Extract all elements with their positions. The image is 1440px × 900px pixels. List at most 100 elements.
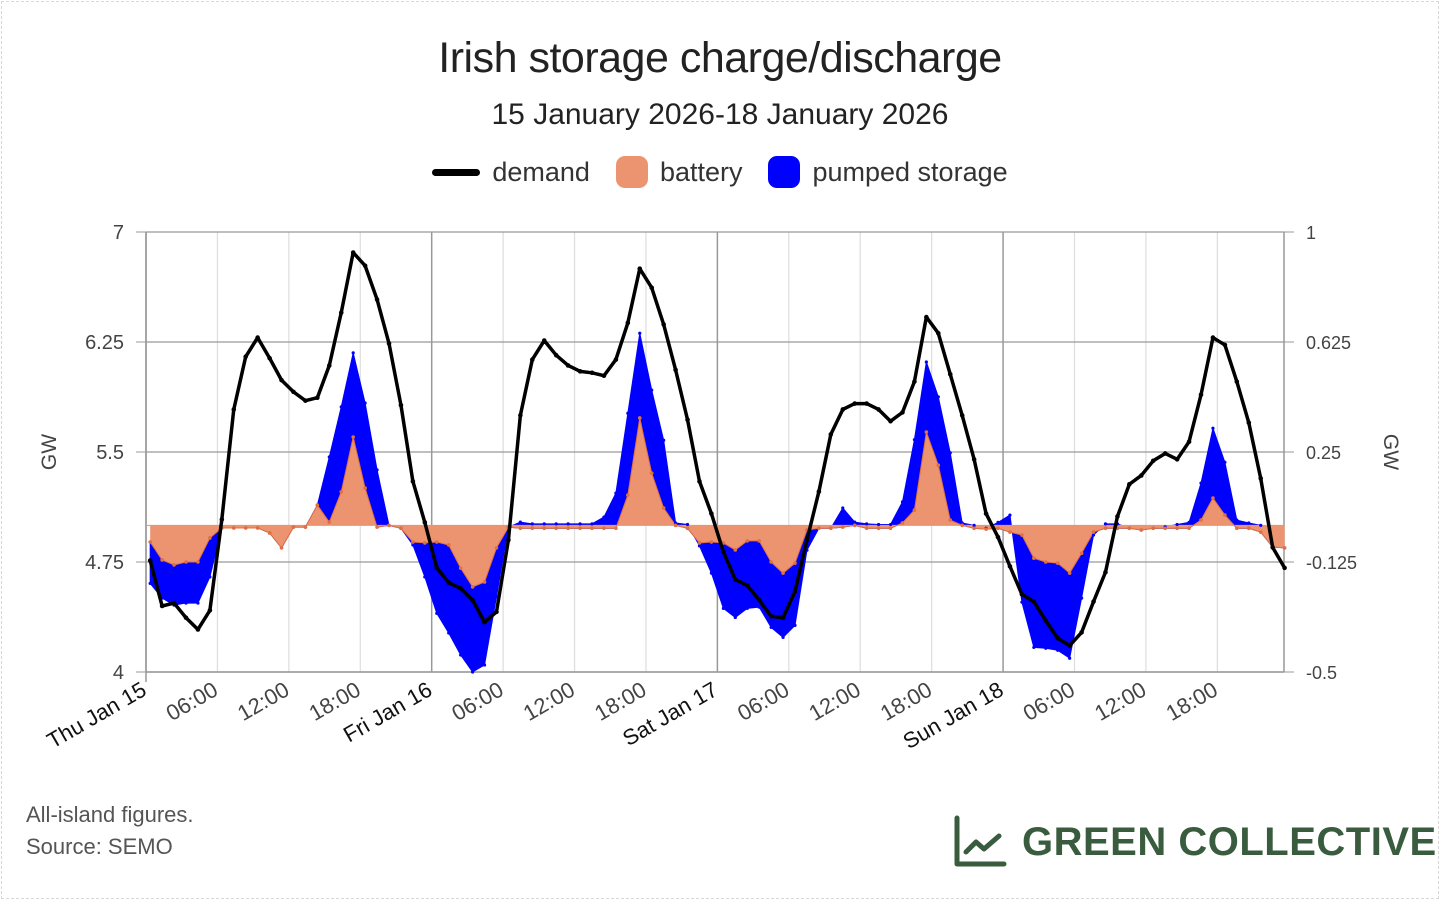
x-tick-label: 06:00 (1019, 677, 1079, 726)
legend-item-pumped-storage[interactable]: pumped storage (768, 156, 1008, 188)
battery-point (327, 520, 332, 524)
battery-point (781, 571, 785, 575)
pumped-storage-point (208, 575, 212, 579)
battery-point (434, 540, 439, 544)
pumped-storage-point (1079, 596, 1084, 600)
pumped-storage-point (936, 395, 940, 399)
demand-point (398, 402, 404, 408)
demand-point (553, 352, 559, 358)
battery-point (840, 525, 845, 529)
battery-point (1008, 530, 1012, 534)
demand-point (804, 537, 810, 543)
demand-point (374, 297, 380, 302)
demand-point (613, 357, 619, 362)
battery-point (912, 508, 917, 512)
demand-point (959, 413, 965, 418)
demand-point (852, 401, 858, 406)
battery-point (948, 518, 953, 522)
battery-point (793, 561, 797, 565)
battery-point (1151, 526, 1156, 531)
x-tick-label: 12:00 (805, 677, 865, 726)
demand-point (828, 432, 834, 437)
pumped-storage-point (1223, 460, 1227, 464)
demand-point (529, 357, 535, 362)
pumped-storage-point (697, 544, 702, 548)
battery-point (578, 526, 582, 531)
demand-point (661, 322, 666, 327)
demand-point (768, 613, 774, 619)
demand-point (1186, 439, 1192, 445)
demand-point (971, 457, 977, 462)
battery-point (267, 531, 272, 535)
demand-point (792, 589, 798, 594)
pumped-storage-point (1235, 518, 1239, 522)
left-y-tick-label: 7 (113, 222, 124, 244)
legend-item-demand[interactable]: demand (432, 156, 590, 188)
battery-point (769, 560, 773, 564)
demand-point (159, 603, 165, 609)
demand-point (338, 310, 344, 315)
x-tick-label: 12:00 (519, 677, 579, 726)
legend-swatch-pumped-storage (768, 156, 801, 188)
battery-point (1139, 528, 1144, 532)
demand-point (470, 597, 475, 603)
battery-point (996, 526, 1000, 531)
pumped-storage-point (375, 468, 379, 472)
battery-point (243, 526, 248, 530)
battery-point (291, 525, 296, 529)
demand-point (1174, 457, 1180, 462)
battery-line (149, 417, 1285, 588)
demand-point (649, 285, 655, 291)
legend-label: demand (492, 156, 590, 187)
pumped-storage-point (733, 615, 737, 620)
battery-point (1103, 526, 1108, 531)
chart-title: Irish storage charge/discharge (438, 34, 1002, 82)
demand-point (840, 407, 846, 412)
demand-point (195, 627, 201, 632)
battery-point (972, 526, 976, 531)
battery-point (554, 526, 558, 531)
demand-point (864, 401, 869, 406)
pumped-storage-point (566, 522, 570, 526)
battery-point (602, 526, 606, 531)
battery-point (315, 503, 320, 507)
demand-point (291, 389, 296, 395)
battery-point (924, 430, 929, 434)
battery-point (900, 521, 905, 525)
pumped-storage-point (363, 401, 367, 405)
battery-point (661, 506, 666, 510)
logo: GREEN COLLECTIVE (952, 814, 1437, 870)
battery-point (626, 493, 630, 497)
pumped-storage-point (339, 405, 343, 409)
pumped-storage-point (542, 522, 546, 526)
chart-subtitle: 15 January 2026-18 January 2026 (491, 98, 949, 131)
demand-point (219, 517, 225, 522)
battery-point (649, 471, 654, 475)
battery-point (530, 526, 535, 531)
legend: demand battery pumped storage (0, 156, 1440, 188)
demand-point (1067, 643, 1072, 648)
demand-point (458, 586, 463, 591)
pumped-storage-point (470, 670, 475, 674)
left-y-tick-label: 4 (113, 662, 124, 684)
pumped-storage-point (948, 451, 952, 455)
battery-point (697, 541, 702, 545)
demand-point (1270, 545, 1275, 550)
right-y-tick-label: -0.125 (1306, 553, 1357, 573)
demand-point (171, 600, 177, 606)
demand-point (326, 363, 332, 368)
pumped-storage-point (602, 515, 606, 519)
demand-point (1210, 335, 1216, 340)
demand-point (494, 609, 499, 615)
legend-item-battery[interactable]: battery (615, 156, 742, 188)
battery-point (1020, 533, 1024, 537)
battery-point (148, 540, 152, 544)
demand-point (362, 263, 368, 269)
battery-point (817, 526, 821, 531)
pumped-storage-point (447, 631, 451, 635)
left-y-tick-label: 4.75 (85, 552, 124, 574)
pumped-storage-point (662, 438, 666, 442)
demand-point (350, 250, 356, 255)
demand-point (434, 565, 440, 571)
